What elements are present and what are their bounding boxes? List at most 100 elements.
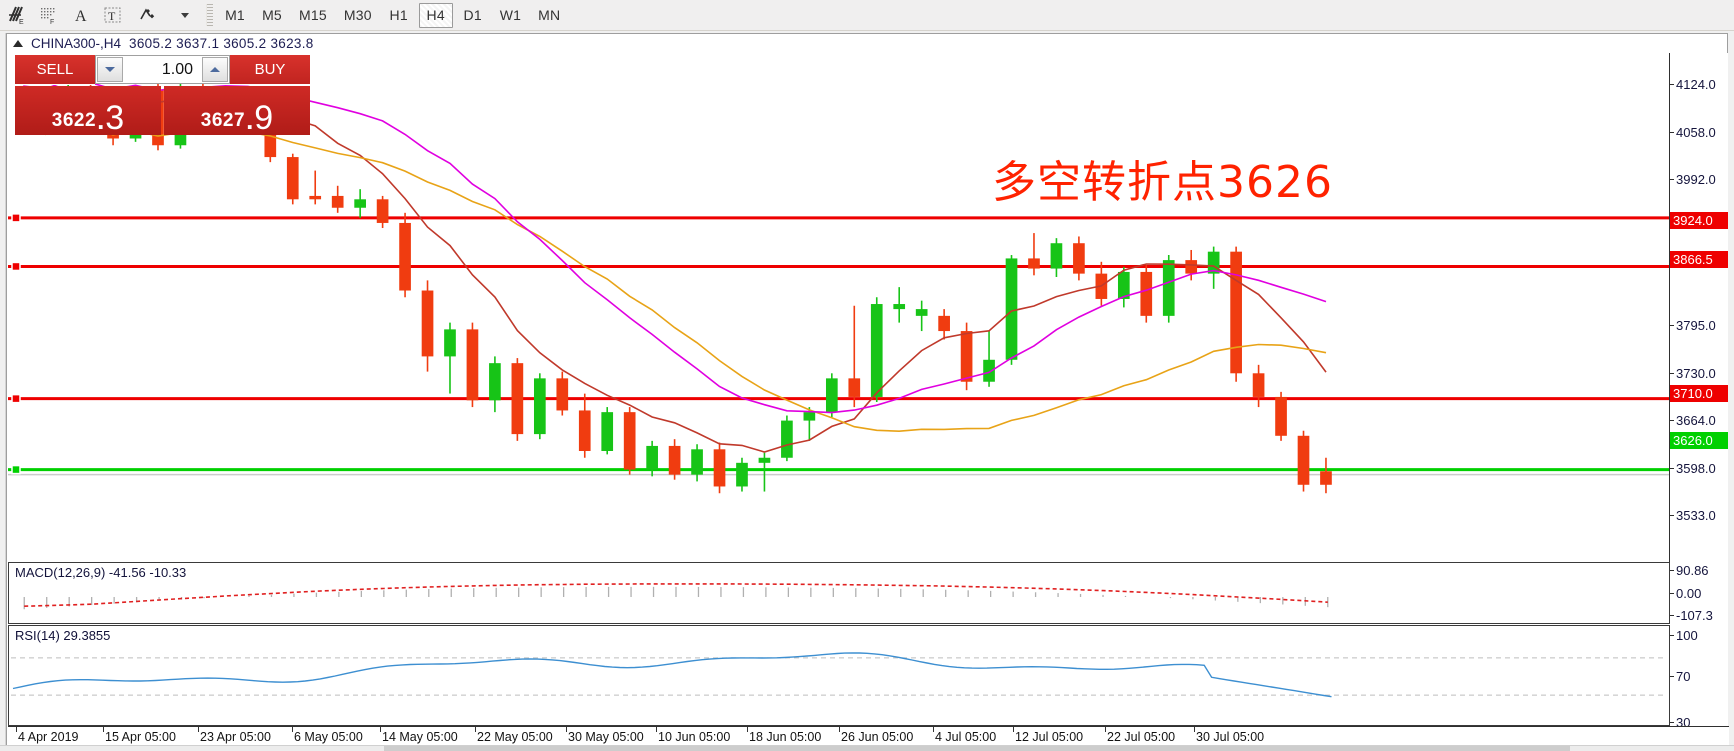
rsi-axis-tick: 70	[1670, 669, 1728, 684]
time-axis-tick	[656, 727, 657, 732]
time-axis-label: 22 Jul 05:00	[1107, 730, 1176, 744]
time-axis-label: 15 Apr 05:00	[105, 730, 176, 744]
collapse-triangle-icon[interactable]	[13, 40, 23, 47]
rsi-chart-svg	[11, 652, 1667, 698]
time-axis-label: 12 Jul 05:00	[1015, 730, 1084, 744]
price-axis-tick: 4124.0	[1670, 77, 1728, 92]
chevron-down-icon[interactable]	[170, 2, 200, 28]
time-axis-tick	[16, 727, 17, 732]
price-pane[interactable]	[8, 53, 1670, 562]
time-axis-label: 4 Apr 2019	[18, 730, 79, 744]
svg-text:F: F	[50, 19, 54, 25]
svg-text:T: T	[108, 9, 116, 23]
macd-axis-tick: -107.3	[1670, 608, 1728, 623]
expert-advisor-icon[interactable]: E	[2, 2, 32, 28]
time-axis-tick	[839, 727, 840, 732]
timeframe-m30[interactable]: M30	[343, 7, 372, 23]
volume-decrease-button[interactable]	[97, 57, 123, 82]
svg-text:A: A	[75, 8, 87, 25]
volume-input[interactable]: 1.00	[124, 56, 201, 83]
price-axis-tick: 3598.0	[1670, 461, 1728, 476]
time-axis-tick	[566, 727, 567, 732]
timeframe-mn[interactable]: MN	[538, 7, 561, 23]
price-axis-tick: 3664.0	[1670, 413, 1728, 428]
price-axis-tick: 3533.0	[1670, 508, 1728, 523]
time-axis-tick	[1194, 727, 1195, 732]
macd-chart-svg	[23, 583, 1329, 610]
time-axis-label: 30 Jul 05:00	[1196, 730, 1265, 744]
chart-annotation-text: 多空转折点3626	[992, 157, 1333, 208]
volume-increase-button[interactable]	[202, 57, 228, 82]
bid-price-integer: 3622	[51, 110, 97, 131]
macd-pane[interactable]: MACD(12,26,9) -41.56 -10.33	[8, 562, 1670, 624]
time-axis-label: 23 Apr 05:00	[200, 730, 271, 744]
time-axis-tick	[380, 727, 381, 732]
time-axis-label: 6 May 05:00	[294, 730, 363, 744]
time-axis-tick	[1105, 727, 1106, 732]
rsi-axis-tick: 100	[1670, 628, 1728, 643]
timeframe-h1[interactable]: H1	[389, 7, 408, 23]
left-rail	[0, 33, 6, 746]
time-axis-label: 26 Jun 05:00	[841, 730, 914, 744]
grid-fill-icon[interactable]: F	[34, 2, 64, 28]
rsi-pane[interactable]: RSI(14) 29.3855	[8, 625, 1670, 726]
price-level-badge: 3866.5	[1670, 251, 1728, 268]
trade-panel-controls: SELL 1.00 BUY	[15, 55, 310, 85]
time-axis-label: 22 May 05:00	[477, 730, 553, 744]
time-axis-tick	[103, 727, 104, 732]
price-axis[interactable]: 4124.0 4058.0 3992.0 3795.0 3730.0 3664.0 3598…	[1670, 53, 1728, 751]
shapes-tool-icon[interactable]	[130, 2, 168, 28]
price-axis-tick: 3992.0	[1670, 172, 1728, 187]
ask-price-decimal: 9	[254, 99, 274, 138]
toolbar-grip[interactable]	[206, 4, 213, 26]
macd-label: MACD(12,26,9) -41.56 -10.33	[15, 565, 187, 580]
svg-text:E: E	[19, 19, 24, 25]
time-axis-tick	[475, 727, 476, 732]
sell-button[interactable]: SELL	[15, 55, 95, 85]
time-axis-label: 14 May 05:00	[382, 730, 458, 744]
time-axis-label: 10 Jun 05:00	[658, 730, 731, 744]
trade-panel-prices: 3622 . 3 3627 . 9	[15, 86, 310, 135]
timeframe-m15[interactable]: M15	[299, 7, 327, 23]
ohlc-values: 3605.2 3637.1 3605.2 3623.8	[129, 36, 314, 51]
buy-button[interactable]: BUY	[230, 55, 310, 85]
time-axis-label: 18 Jun 05:00	[749, 730, 822, 744]
timeframe-w1[interactable]: W1	[499, 7, 522, 23]
price-axis-tick: 3795.0	[1670, 318, 1728, 333]
text-label-icon[interactable]: T	[98, 2, 128, 28]
ask-price-integer: 3627	[200, 110, 246, 131]
price-axis-tick: 4058.0	[1670, 125, 1728, 140]
time-axis-tick	[1013, 727, 1014, 732]
macd-axis-tick: 90.86	[1670, 563, 1728, 578]
time-axis-tick	[198, 727, 199, 732]
timeframe-h4[interactable]: H4	[418, 2, 453, 28]
time-axis-tick	[292, 727, 293, 732]
timeframe-m1[interactable]: M1	[225, 7, 245, 23]
chart-window: CHINA300-,H4 3605.2 3637.1 3605.2 3623.8…	[6, 33, 1729, 751]
macd-axis-tick: 0.00	[1670, 586, 1728, 601]
rsi-label: RSI(14) 29.3855	[15, 628, 111, 643]
bid-price-cell[interactable]: 3622 . 3	[15, 86, 161, 135]
bid-price-separator: .	[97, 105, 105, 135]
time-axis-tick	[933, 727, 934, 732]
volume-stepper[interactable]: 1.00	[95, 55, 230, 84]
price-axis-tick: 3730.0	[1670, 366, 1728, 381]
time-axis-tick	[747, 727, 748, 732]
ask-price-cell[interactable]: 3627 . 9	[164, 86, 310, 135]
price-level-badge: 3626.0	[1670, 432, 1728, 449]
timeframe-d1[interactable]: D1	[463, 7, 482, 23]
bid-price-decimal: 3	[105, 99, 125, 138]
horizontal-scrollbar[interactable]	[0, 745, 1734, 751]
time-axis-label: 30 May 05:00	[568, 730, 644, 744]
timeframe-m5[interactable]: M5	[262, 7, 282, 23]
one-click-trading-panel[interactable]: SELL 1.00 BUY 3622 . 3 3627 . 9	[15, 55, 310, 136]
price-level-badge: 3710.0	[1670, 385, 1728, 402]
text-tool-icon[interactable]: A	[66, 2, 96, 28]
scrollbar-thumb[interactable]	[384, 746, 1570, 751]
price-level-badge: 3924.0	[1670, 212, 1728, 229]
chart-header: CHINA300-,H4 3605.2 3637.1 3605.2 3623.8	[7, 34, 1727, 53]
time-axis[interactable]: 4 Apr 2019 15 Apr 05:00 23 Apr 05:00 6 May …	[8, 726, 1729, 746]
ask-price-separator: .	[246, 105, 254, 135]
time-axis-label: 4 Jul 05:00	[935, 730, 997, 744]
